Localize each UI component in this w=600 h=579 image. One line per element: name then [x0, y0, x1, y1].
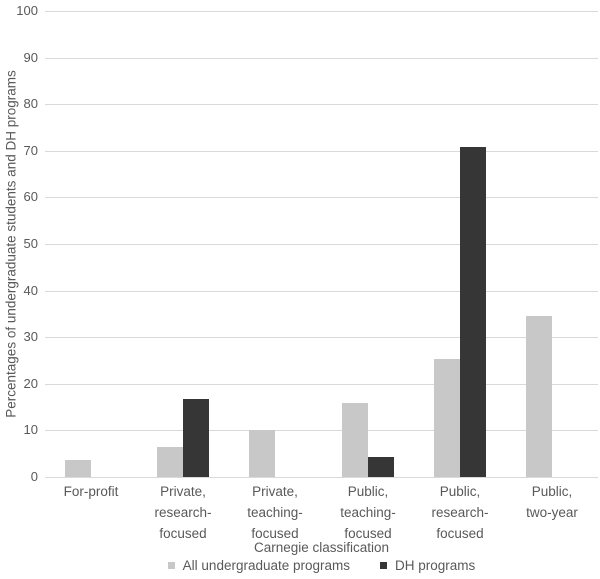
gridline-80 [45, 104, 598, 105]
gridline-0 [45, 477, 598, 478]
y-tick-label-100: 100 [16, 3, 38, 18]
gridline-30 [45, 337, 598, 338]
legend-marker-square-icon [380, 562, 388, 569]
legend-item-all-undergraduate-programs: All undergraduate programs [167, 558, 351, 573]
gridline-20 [45, 384, 598, 385]
category-label-3: Public, teaching- focused [340, 484, 396, 541]
bar-dh-1 [183, 399, 209, 477]
bar-all-undergraduate-5 [526, 316, 552, 477]
gridline-50 [45, 244, 598, 245]
gridline-40 [45, 291, 598, 292]
plot-area [45, 11, 598, 478]
category-label-1: Private, research- focused [154, 484, 212, 541]
legend-item-dh-programs: DH programs [380, 558, 475, 573]
category-label-0: For-profit [63, 484, 119, 499]
gridline-70 [45, 151, 598, 152]
bar-dh-3 [368, 457, 394, 477]
category-label-4: Public, research- focused [431, 484, 489, 541]
category-label-5: Public, two-year [526, 484, 578, 520]
bar-all-undergraduate-3 [342, 403, 368, 477]
y-tick-label-70: 70 [23, 143, 38, 158]
gridline-90 [45, 58, 598, 59]
y-tick-label-60: 60 [23, 189, 38, 204]
legend: All undergraduate programs DH programs [45, 558, 598, 573]
x-axis-title: Carnegie classification [253, 540, 390, 555]
bar-all-undergraduate-4 [434, 359, 460, 477]
y-tick-label-40: 40 [23, 283, 38, 298]
y-tick-label-0: 0 [30, 469, 38, 484]
category-label-2: Private, teaching- focused [247, 484, 303, 541]
legend-label: All undergraduate programs [182, 558, 351, 573]
y-tick-label-20: 20 [23, 376, 38, 391]
bar-all-undergraduate-0 [65, 460, 91, 477]
y-tick-label-90: 90 [23, 50, 38, 65]
bar-dh-4 [460, 147, 486, 477]
y-tick-label-80: 80 [23, 96, 38, 111]
y-tick-label-10: 10 [23, 422, 38, 437]
bar-all-undergraduate-1 [157, 447, 183, 477]
legend-marker-square-icon [167, 562, 175, 569]
y-tick-label-30: 30 [23, 329, 38, 344]
y-tick-label-50: 50 [23, 236, 38, 251]
bar-all-undergraduate-2 [249, 430, 275, 477]
gridline-100 [45, 11, 598, 12]
gridline-60 [45, 197, 598, 198]
gridline-10 [45, 430, 598, 431]
legend-label: DH programs [395, 558, 476, 573]
